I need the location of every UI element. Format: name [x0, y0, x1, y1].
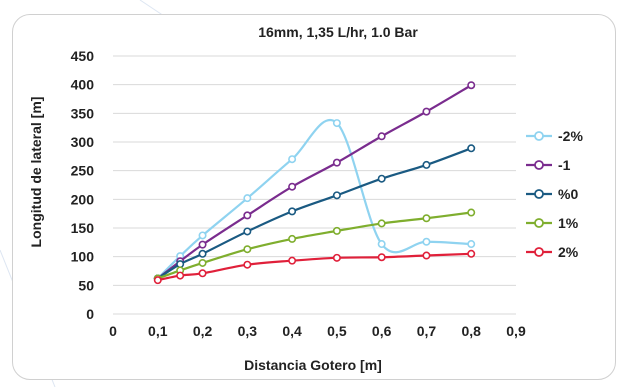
x-tick-label: 0,7	[417, 323, 437, 339]
series-4-point	[332, 253, 341, 262]
series-0-point	[288, 155, 297, 164]
y-tick-label: 50	[78, 277, 94, 293]
series-3-point	[288, 234, 297, 243]
series-3-point	[467, 208, 476, 217]
chart-title: 16mm, 1,35 L/hr, 1.0 Bar	[258, 24, 418, 40]
series-3-point	[332, 226, 341, 235]
series-1-point	[288, 182, 297, 191]
series-4-point	[467, 249, 476, 258]
series-3-point	[243, 245, 252, 254]
x-tick-label: 0,9	[506, 323, 526, 339]
legend-label: 2%	[558, 244, 579, 260]
x-axis-ticks: 0 0,1 0,2 0,3 0,4 0,5 0,6 0,7 0,8 0,9	[109, 323, 526, 339]
series-2-point	[332, 191, 341, 200]
x-tick-label: 0,6	[372, 323, 392, 339]
series-4-point	[288, 256, 297, 265]
legend-label: 1%	[558, 215, 579, 231]
legend-label: -1	[558, 157, 571, 173]
series-1-point	[198, 240, 207, 249]
x-tick-label: 0,5	[327, 323, 347, 339]
series-1-point	[243, 211, 252, 220]
series-2-point	[176, 260, 185, 269]
y-tick-label: 400	[71, 77, 95, 93]
series-4-point	[153, 276, 162, 285]
series-2-point	[467, 144, 476, 153]
legend-marker	[534, 247, 544, 257]
y-tick-label: 450	[71, 48, 95, 64]
series-0-line	[157, 119, 472, 280]
series-1-point	[422, 107, 431, 116]
y-tick-label: 100	[71, 249, 95, 265]
legend-marker	[534, 189, 544, 199]
legend-marker	[534, 218, 544, 228]
series-0-point	[198, 231, 207, 240]
series-4-point	[198, 269, 207, 278]
series-0-point	[332, 119, 341, 128]
series-2-point	[198, 249, 207, 258]
y-axis-label: Longitud de lateral [m]	[28, 97, 44, 248]
y-tick-label: 0	[86, 306, 94, 322]
legend-label: -2%	[558, 128, 583, 144]
series-1-point	[377, 132, 386, 141]
x-tick-label: 0,4	[282, 323, 302, 339]
legend: -2% -1 %0 1% 2%	[526, 128, 583, 260]
x-tick-label: 0,8	[461, 323, 481, 339]
series-0-point	[422, 237, 431, 246]
series-2-point	[422, 160, 431, 169]
series-2-point	[377, 174, 386, 183]
series-1-point	[332, 158, 341, 167]
series-3-point	[198, 258, 207, 267]
series-0-point	[377, 240, 386, 249]
series-4-point	[377, 253, 386, 262]
legend-marker	[534, 160, 544, 170]
x-tick-label: 0,2	[193, 323, 213, 339]
series-3-point	[422, 214, 431, 223]
legend-label: %0	[558, 186, 578, 202]
y-tick-label: 350	[71, 105, 95, 121]
y-tick-label: 300	[71, 134, 95, 150]
y-axis-ticks: 0 50 100 150 200 250 300 350 400 450	[71, 48, 95, 322]
series-4-point	[422, 251, 431, 260]
series-0-point	[467, 240, 476, 249]
series-4-point	[176, 271, 185, 280]
y-tick-label: 250	[71, 163, 95, 179]
x-tick-label: 0	[109, 323, 117, 339]
series-group	[153, 81, 476, 285]
series-4-point	[243, 260, 252, 269]
series-2-point	[288, 207, 297, 216]
series-1-point	[467, 81, 476, 90]
x-tick-label: 0,3	[238, 323, 258, 339]
series-0-point	[243, 194, 252, 203]
chart-card	[12, 14, 616, 380]
legend-marker	[534, 131, 544, 141]
x-axis-label: Distancia Gotero [m]	[244, 357, 382, 373]
series-3-point	[377, 219, 386, 228]
y-tick-label: 200	[71, 191, 95, 207]
x-tick-label: 0,1	[148, 323, 168, 339]
series-2-point	[243, 227, 252, 236]
y-tick-label: 150	[71, 220, 95, 236]
